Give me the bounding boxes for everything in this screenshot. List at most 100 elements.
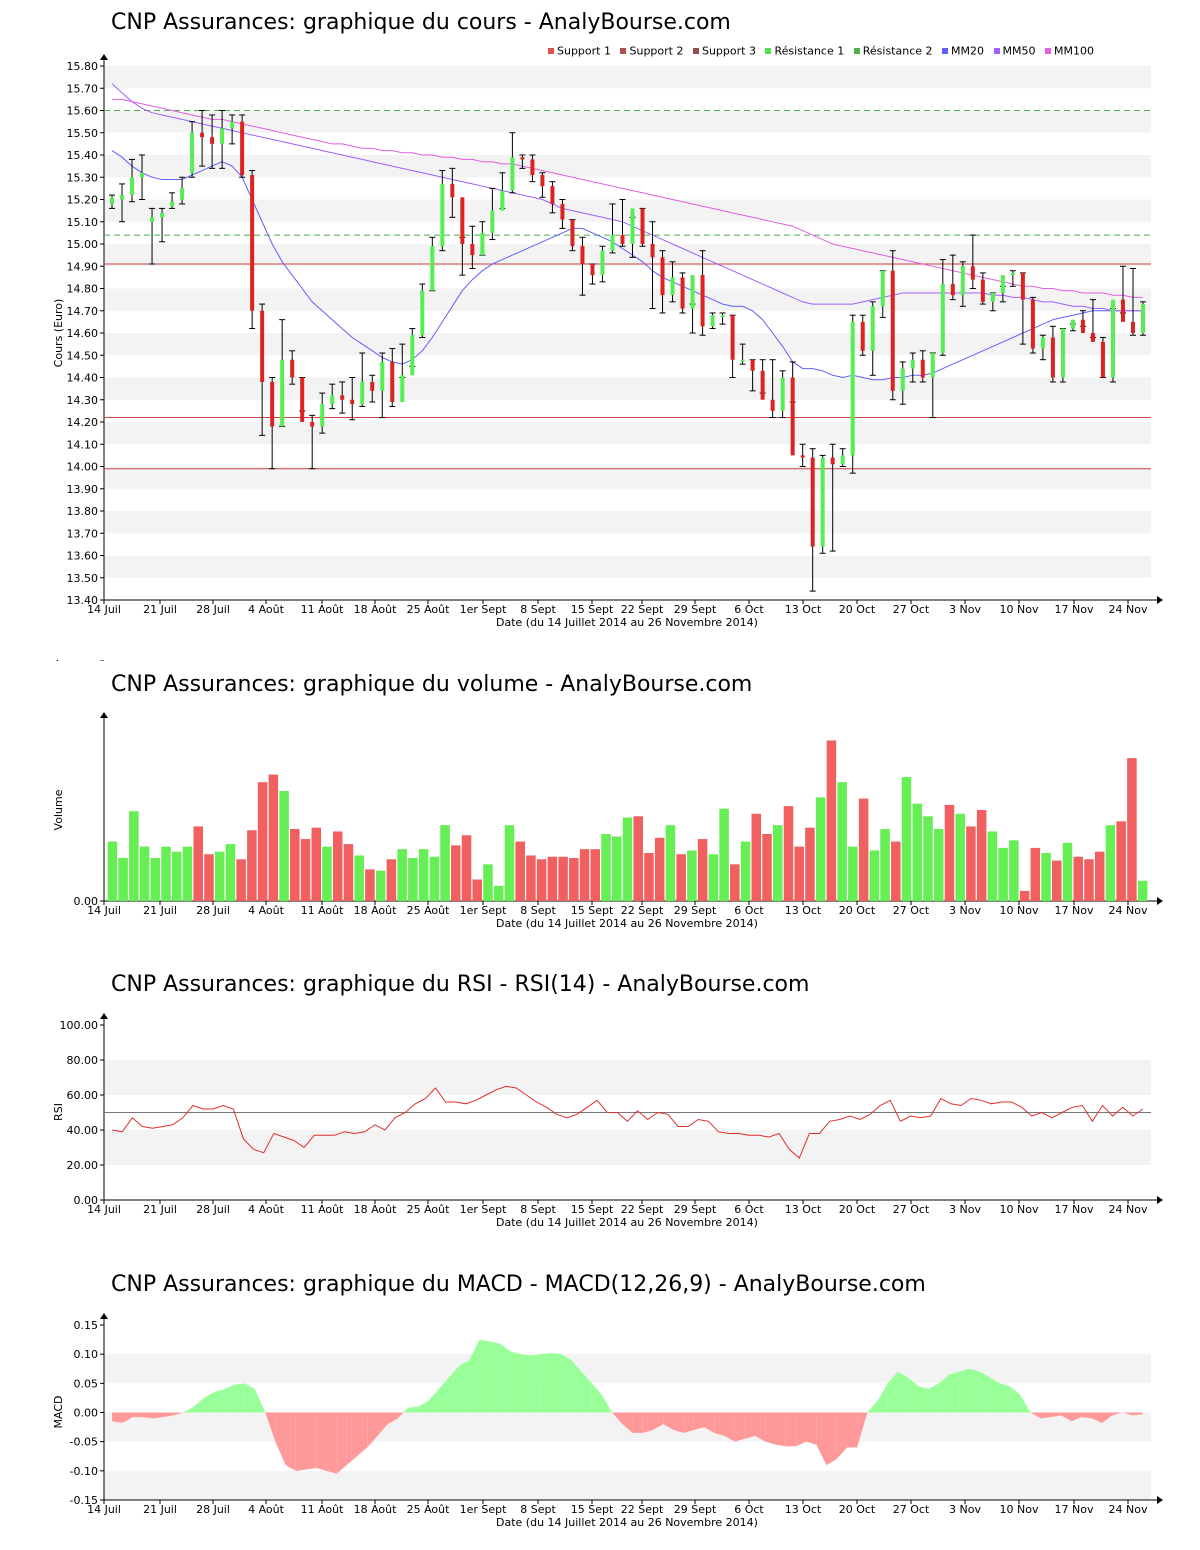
- macd-area-segment: [601, 1395, 613, 1413]
- macd-area-segment: [653, 1412, 664, 1430]
- candle-body: [700, 275, 705, 327]
- macd-area-segment: [663, 1412, 674, 1430]
- x-tick-label: 4 Août: [248, 1203, 285, 1216]
- y-tick-label: 20.00: [67, 1159, 99, 1172]
- volume-bar: [708, 854, 719, 901]
- y-tick-label: 15.30: [67, 171, 99, 184]
- macd-area-segment: [724, 1412, 735, 1442]
- candle-body: [180, 188, 185, 200]
- volume-bar: [354, 855, 364, 901]
- candle-body: [970, 266, 975, 280]
- y-tick-label: 15.80: [67, 60, 99, 73]
- candle-body: [210, 137, 215, 144]
- volume-bar: [987, 831, 998, 901]
- candle-body: [880, 270, 885, 307]
- x-tick-label: 18 Août: [354, 1503, 398, 1516]
- volume-bar: [762, 833, 772, 901]
- y-axis-arrow: [100, 54, 108, 60]
- candle-body: [1100, 341, 1105, 378]
- x-tick-label: 17 Nov: [1055, 904, 1094, 917]
- plot-band: [104, 199, 1151, 222]
- volume-bar: [837, 782, 847, 901]
- macd-area-segment: [734, 1412, 745, 1442]
- x-tick-label: 13 Oct: [785, 904, 822, 917]
- volume-bar: [1041, 852, 1051, 901]
- volume-bar: [558, 856, 568, 901]
- volume-bar: [676, 854, 686, 901]
- candle-body: [1050, 337, 1055, 378]
- x-tick-label: 20 Oct: [839, 904, 876, 917]
- volume-bar: [1073, 856, 1084, 901]
- candle-body: [450, 183, 455, 198]
- candle-body: [600, 250, 605, 276]
- candle-body: [710, 315, 715, 327]
- x-tick-label: 14 Juil: [87, 603, 121, 616]
- legend-mm20: MM20: [942, 44, 984, 58]
- candle-body: [350, 399, 355, 405]
- volume-bar: [944, 804, 955, 901]
- legend-swatch: [765, 48, 772, 54]
- candle-body: [630, 208, 635, 244]
- volume-bar: [869, 850, 880, 901]
- volume-bar: [1127, 758, 1137, 901]
- x-tick-label: 3 Nov: [949, 1503, 981, 1516]
- candle-body: [230, 121, 235, 129]
- macd-area-segment: [122, 1412, 133, 1423]
- volume-bar: [375, 870, 386, 901]
- candle-body: [510, 157, 515, 191]
- candle-body: [640, 208, 645, 244]
- volume-bar: [815, 797, 826, 901]
- candle-body: [190, 132, 195, 173]
- x-tick-label: 24 Nov: [1109, 904, 1148, 917]
- legend-swatch: [692, 48, 699, 54]
- candle-body: [920, 359, 925, 378]
- candle-body: [1020, 272, 1025, 300]
- macd-area-segment: [622, 1412, 633, 1433]
- macd-area-segment: [693, 1412, 705, 1430]
- plot-band: [104, 1470, 1151, 1500]
- macd-area-segment: [979, 1371, 990, 1413]
- rsi-panel: CNP Assurances: graphique du RSI - RSI(1…: [0, 960, 1200, 1240]
- x-tick-label: 21 Juil: [143, 904, 177, 917]
- macd-area-segment: [163, 1412, 174, 1418]
- volume-panel: CNP Assurances: graphique du volume - An…: [0, 660, 1200, 940]
- x-tick-label: 25 Août: [407, 1203, 451, 1216]
- x-tick-label: 20 Oct: [839, 603, 876, 616]
- macd-area-segment: [408, 1406, 419, 1413]
- macd-area-segment: [744, 1412, 756, 1439]
- candle-body: [910, 359, 915, 369]
- candle-body: [730, 315, 735, 360]
- volume-bar: [451, 845, 461, 901]
- y-tick-label: 14.00: [67, 461, 99, 474]
- macd-area-segment: [612, 1412, 623, 1425]
- plot-band: [104, 244, 1151, 267]
- y-tick-label: 15.50: [67, 127, 99, 140]
- volume-bar: [644, 852, 654, 901]
- x-tick-label: 22 Sept: [621, 1203, 664, 1216]
- y-tick-label: 500,000.00: [35, 660, 98, 663]
- candle-body: [440, 183, 445, 247]
- candle-body: [820, 457, 825, 547]
- volume-bar: [322, 846, 332, 901]
- macd-area-segment: [959, 1368, 970, 1413]
- x-tick-label: 17 Nov: [1055, 1203, 1094, 1216]
- macd-area-segment: [887, 1371, 898, 1413]
- plot-band: [104, 66, 1151, 89]
- macd-area-segment: [326, 1412, 337, 1474]
- x-tick-label: 15 Sept: [571, 1503, 614, 1516]
- candle-body: [120, 195, 125, 200]
- volume-bar: [1030, 847, 1041, 901]
- x-axis-title: Date (du 14 Juillet 2014 au 26 Novembre …: [496, 917, 758, 930]
- candle-body: [300, 377, 305, 422]
- plot-band: [104, 1060, 1151, 1095]
- x-tick-label: 3 Nov: [949, 603, 981, 616]
- candle-body: [330, 395, 335, 405]
- macd-area-segment: [1132, 1412, 1143, 1416]
- x-tick-label: 15 Sept: [571, 904, 614, 917]
- candle-body: [610, 235, 615, 251]
- x-axis-arrow: [1157, 897, 1163, 905]
- x-tick-label: 1er Sept: [460, 1203, 508, 1216]
- macd-area-segment: [306, 1412, 317, 1470]
- candle-body: [270, 381, 275, 427]
- volume-bar: [912, 803, 923, 901]
